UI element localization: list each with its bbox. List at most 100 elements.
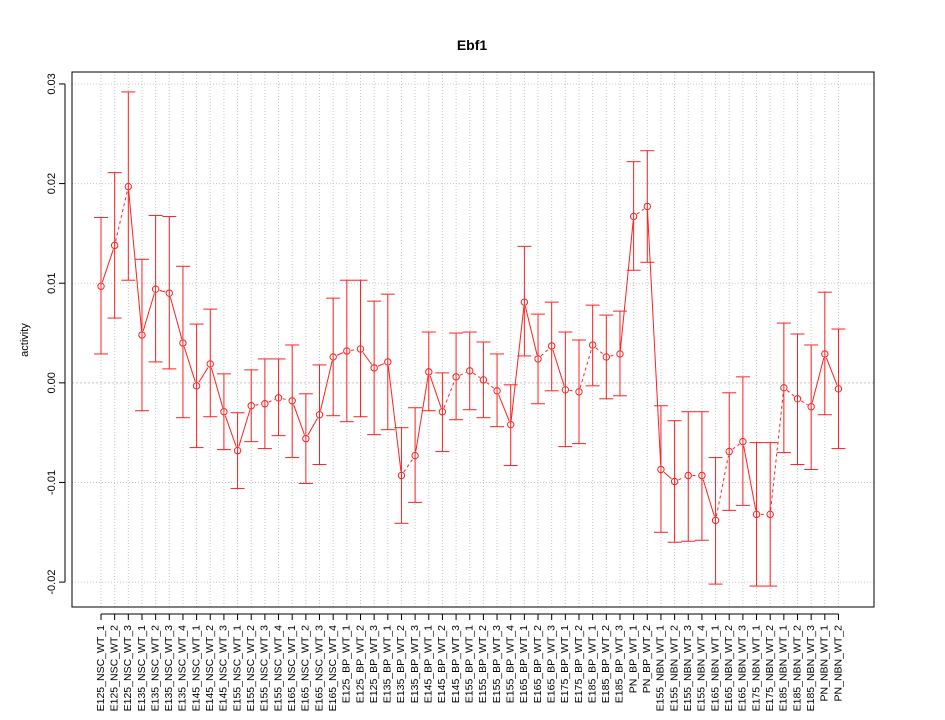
x-tick-label: E145_BP_WT_2 [436, 625, 448, 703]
x-tick-label: E165_BP_WT_1 [518, 625, 530, 703]
data-point [657, 465, 665, 474]
x-tick-label: E155_NBN_WT_3 [682, 625, 694, 712]
x-tick-label: E125_NSC_WT_3 [122, 625, 134, 712]
data-point [192, 382, 201, 390]
y-axis-label: activity [19, 323, 31, 357]
data-point [425, 368, 433, 376]
x-tick-label: E155_NSC_WT_1 [231, 625, 243, 712]
plot-frame [71, 71, 875, 608]
x-tick-label: PN_BP_WT_1 [627, 625, 639, 693]
data-point [151, 285, 160, 293]
x-tick-label: E145_NSC_WT_2 [204, 625, 216, 712]
data-point [520, 298, 529, 306]
data-layer [94, 91, 846, 587]
data-point [670, 477, 679, 486]
data-point [534, 355, 542, 363]
series-line-segment [224, 415, 237, 447]
x-tick-label: E165_BP_WT_3 [545, 625, 557, 703]
x-tick-label: E185_NBN_WT_1 [778, 625, 790, 712]
series-line-segment [198, 367, 209, 383]
x-tick-label: E165_NBN_WT_1 [709, 625, 721, 712]
x-tick-label: PN_BP_WT_2 [641, 625, 653, 693]
series-line-segment [678, 476, 685, 481]
data-point [288, 397, 296, 405]
data-point [97, 282, 105, 290]
data-point [684, 471, 692, 480]
x-tick-label: E155_NBN_WT_1 [655, 625, 667, 712]
series-line-segment [524, 306, 538, 355]
data-point [124, 182, 133, 191]
y-tick-label: 0.03 [46, 73, 58, 94]
series-line-segment [128, 190, 143, 331]
x-tick-label: E135_BP_WT_2 [395, 625, 407, 703]
series-line-segment [268, 399, 275, 403]
series-line-segment [811, 357, 825, 403]
data-point [466, 367, 474, 375]
x-tick-label: PN_NBN_WT_1 [819, 625, 831, 702]
series-line-segment [319, 360, 333, 411]
data-point [643, 202, 651, 211]
x-tick-label: E185_NBN_WT_3 [805, 625, 817, 712]
series-line-segment [498, 394, 510, 421]
x-tick-label: E165_BP_WT_2 [532, 625, 544, 703]
x-tick-label: E155_BP_WT_3 [491, 625, 503, 703]
series-line-segment [800, 400, 808, 406]
data-point [274, 394, 283, 402]
series-line-segment [825, 357, 838, 386]
x-tick-label: E135_NSC_WT_3 [163, 625, 175, 712]
series-line-segment [579, 348, 592, 388]
data-point [821, 350, 829, 358]
series-line-segment [646, 210, 662, 466]
data-point [233, 446, 242, 455]
series-line-segment [619, 220, 634, 350]
x-tick-label: E185_BP_WT_1 [586, 625, 598, 703]
x-tick-label: E145_NSC_WT_3 [218, 625, 230, 712]
x-tick-label: E185_BP_WT_3 [614, 625, 626, 703]
x-tick-label: E125_NSC_WT_1 [95, 625, 107, 712]
series-line-segment [183, 346, 196, 382]
data-point [220, 408, 228, 416]
data-point [261, 400, 269, 408]
series-line-segment [238, 409, 251, 447]
data-point [384, 358, 392, 366]
x-tick-label: E125_NSC_WT_2 [108, 625, 120, 712]
series-line-segment [101, 249, 114, 283]
data-point [807, 403, 815, 411]
x-tick-label: E165_NBN_WT_2 [723, 625, 735, 712]
series-line-segment [282, 398, 289, 401]
data-point [752, 510, 761, 519]
x-tick-label: E125_BP_WT_1 [341, 625, 353, 703]
series-line-segment [169, 297, 183, 340]
series-line-segment [403, 458, 414, 473]
data-point [698, 471, 706, 480]
data-point [206, 360, 214, 368]
series-line-segment [459, 372, 467, 376]
x-tick-label: PN_NBN_WT_2 [832, 625, 844, 702]
series-line-segment [610, 354, 616, 357]
x-tick-label: E125_BP_WT_2 [354, 625, 366, 703]
data-point [247, 402, 255, 410]
series-line-segment [510, 306, 525, 421]
x-tick-label: E135_BP_WT_3 [409, 625, 421, 703]
x-tick-label: E155_BP_WT_1 [464, 625, 476, 703]
data-point [315, 411, 324, 419]
y-tick-label: 0.02 [46, 173, 58, 194]
series-line-segment [210, 367, 224, 408]
x-tick-label: E175_NBN_WT_1 [750, 625, 762, 712]
data-point [616, 350, 624, 358]
data-point [547, 342, 556, 350]
data-point [165, 289, 173, 297]
x-tick-label: E175_NBN_WT_2 [764, 625, 776, 712]
series-line-segment [362, 352, 373, 365]
data-point [302, 434, 310, 443]
data-point [479, 376, 488, 384]
series-line-segment [540, 348, 549, 357]
series-line-segment [770, 391, 784, 511]
series-line-segment [350, 349, 357, 351]
series-line-segment [443, 380, 456, 409]
series-line-segment [293, 404, 305, 435]
x-tick-label: E135_NSC_WT_4 [177, 625, 189, 712]
data-point [356, 345, 365, 353]
data-point [575, 388, 583, 396]
x-tick-label: E165_NSC_WT_1 [286, 625, 298, 712]
